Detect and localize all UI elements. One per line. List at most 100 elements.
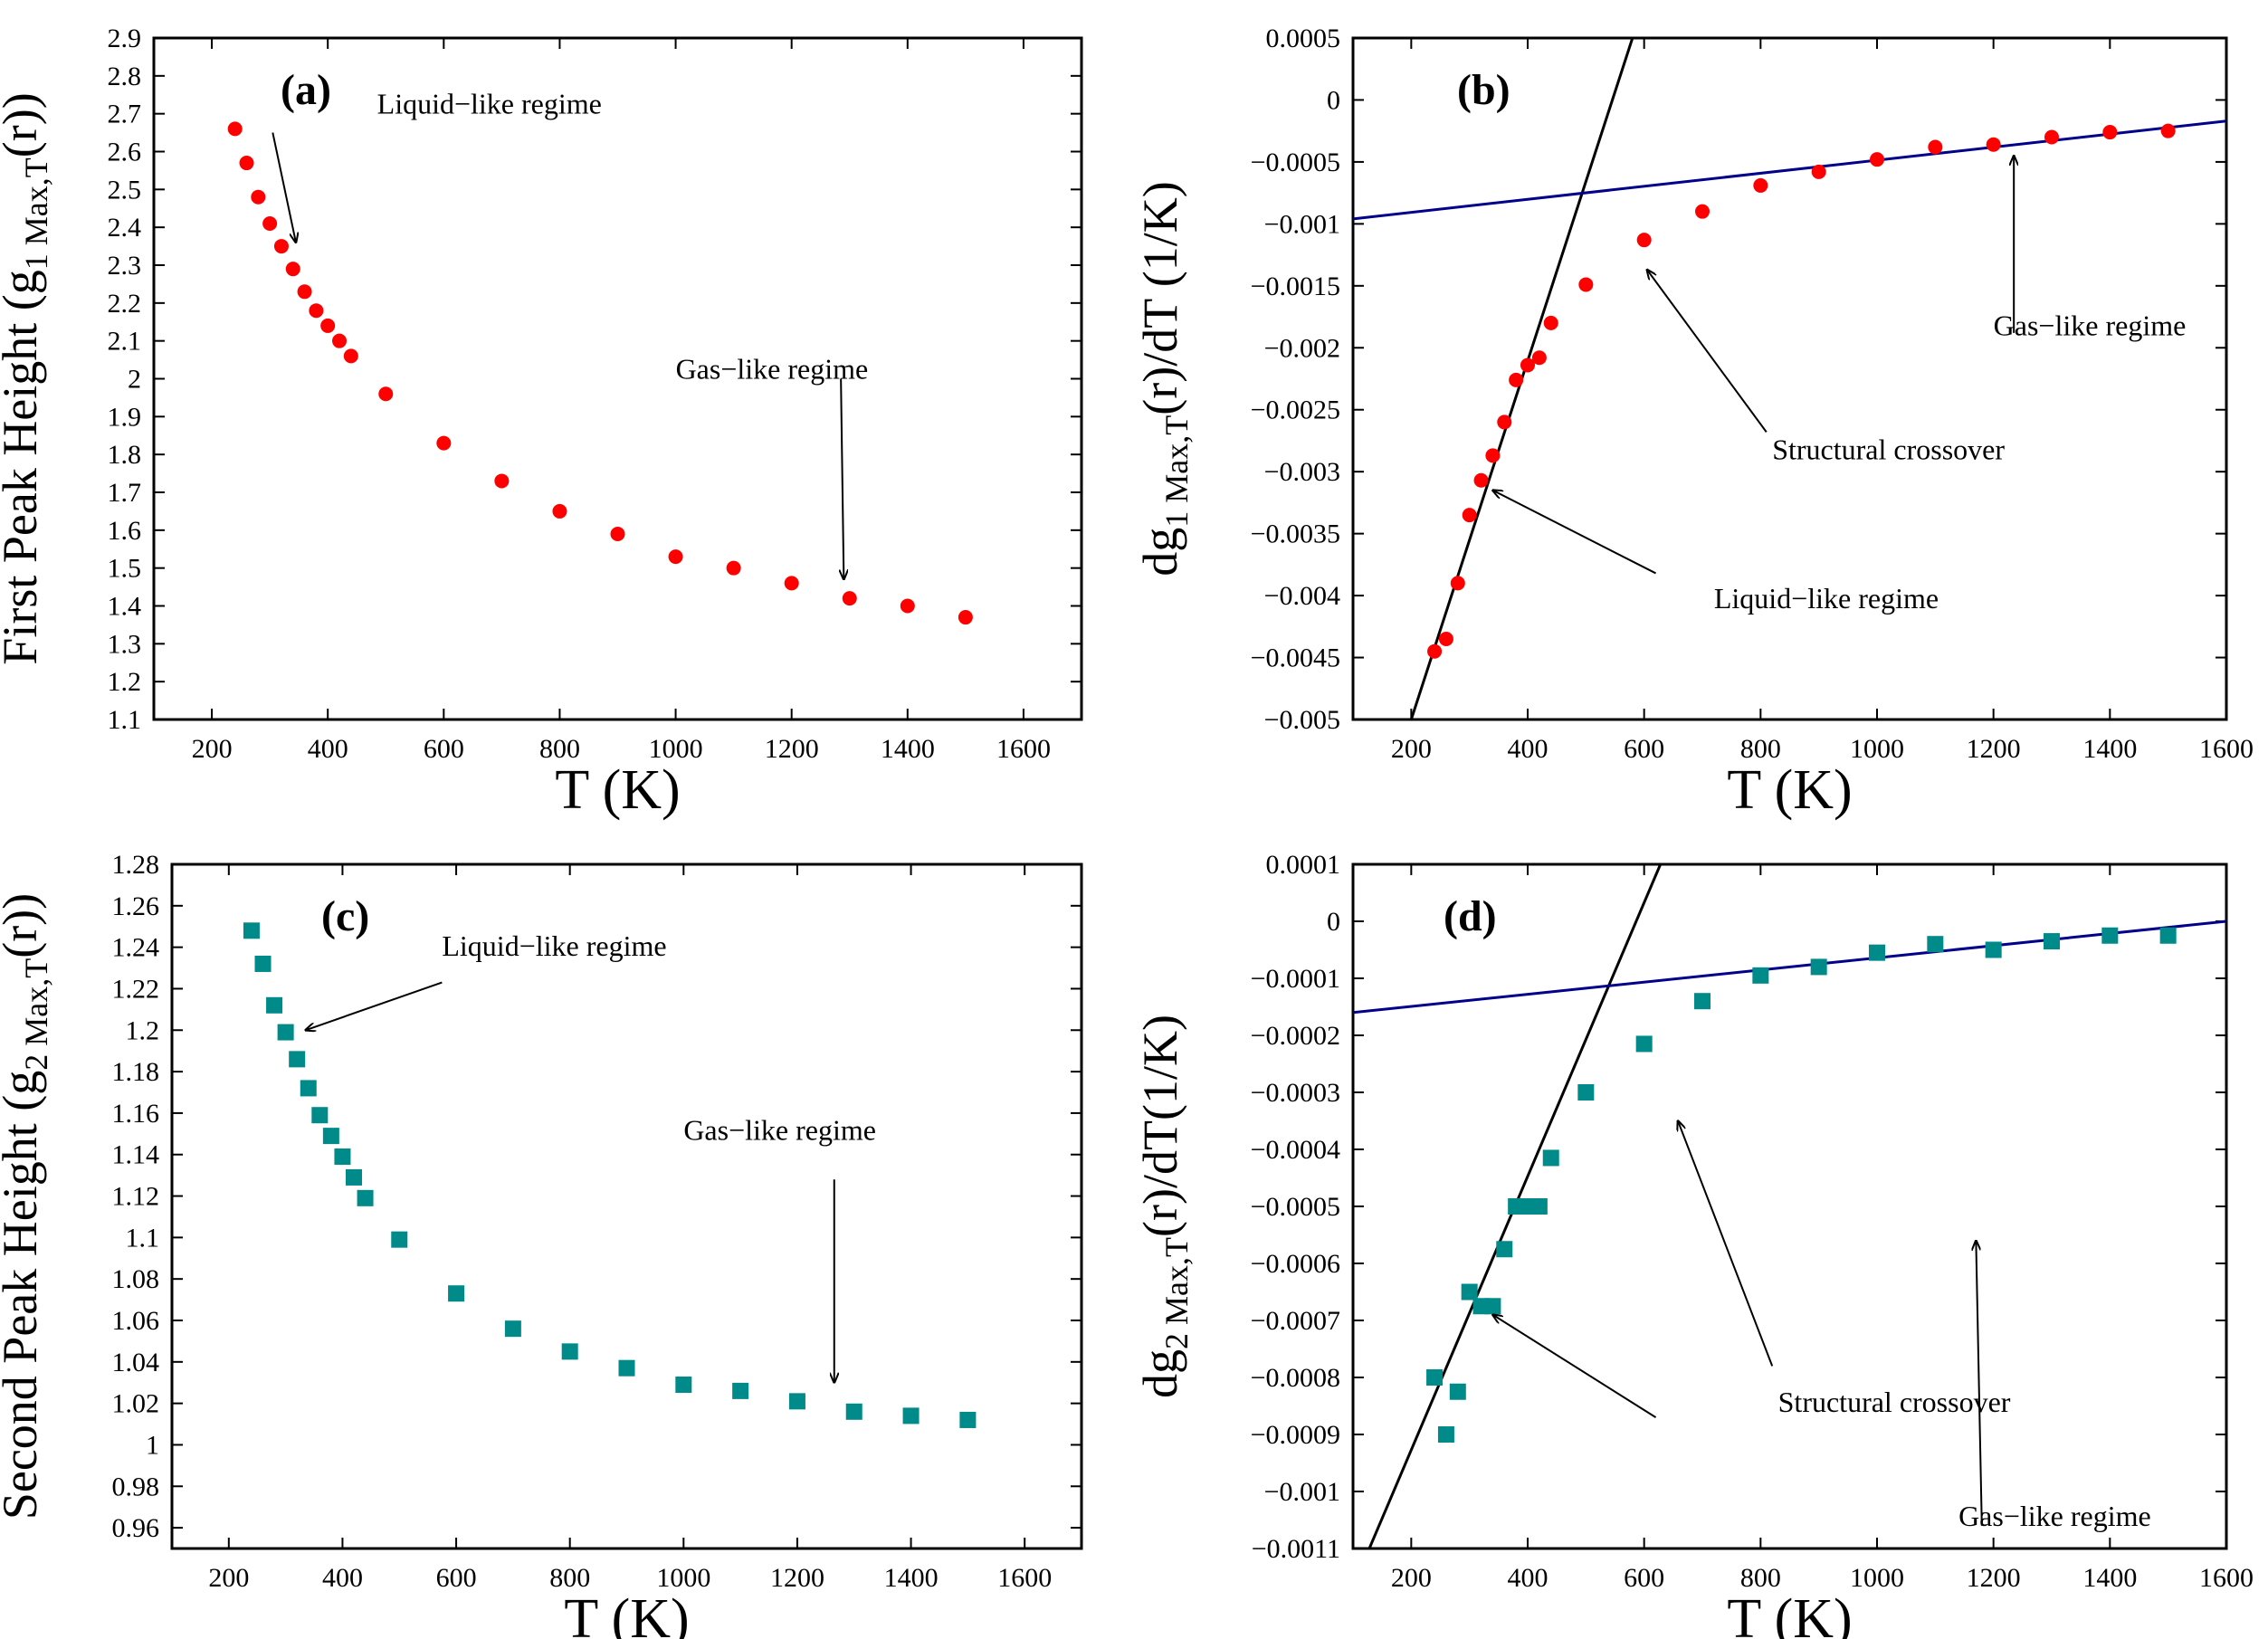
- y-tick-label: 1.22: [112, 974, 160, 1004]
- x-axis-title: T (K): [1727, 1588, 1852, 1639]
- annotation-arrow: [841, 378, 843, 580]
- data-point: [958, 610, 973, 625]
- data-point: [726, 560, 741, 576]
- data-point: [391, 1231, 408, 1248]
- y-tick-label: 1.1: [108, 705, 142, 735]
- data-point: [1531, 350, 1547, 366]
- x-tick-label: 600: [1624, 734, 1664, 764]
- gas-fit-line: [1353, 920, 2226, 1015]
- data-point: [1694, 993, 1711, 1010]
- y-tick-label: −0.0008: [1251, 1363, 1340, 1393]
- data-point: [1530, 1198, 1548, 1215]
- y-tick-label: −0.003: [1264, 457, 1340, 487]
- panel-label: (a): [281, 66, 331, 114]
- y-axis-title-end: (r)): [0, 893, 47, 958]
- panel-d: 200 400 600 800 1000 1200 1400 1600 −0.0011 −0.00…: [1133, 850, 2254, 1639]
- x-tick-label: 400: [322, 1563, 363, 1593]
- data-point: [1869, 944, 1885, 961]
- data-point: [1578, 277, 1594, 292]
- y-axis-title-end: (r)/dT(1/K): [1133, 1015, 1187, 1237]
- y-tick-label: 1.04: [112, 1348, 160, 1377]
- y-tick-label: 0: [1327, 85, 1340, 115]
- data-point: [2101, 927, 2119, 944]
- panel-label: (c): [321, 892, 369, 940]
- y-axis-title-subscript: 2 Max,T: [1158, 1237, 1195, 1349]
- annotation-label: Structural crossover: [1778, 1386, 2011, 1418]
- x-tick-label: 1600: [2199, 1563, 2254, 1593]
- data-point: [289, 1051, 306, 1068]
- x-tick-label: 1200: [1967, 734, 2021, 764]
- y-tick-label: −0.0001: [1251, 964, 1340, 994]
- x-tick-label: 1000: [1850, 734, 1904, 764]
- y-tick-label: 2.5: [108, 175, 142, 205]
- annotation-arrow: [306, 981, 443, 1031]
- data-point: [1543, 315, 1558, 330]
- data-point: [1438, 632, 1453, 647]
- y-tick-label: 1.26: [112, 891, 160, 921]
- data-point: [1695, 204, 1710, 219]
- annotation-arrow: [1976, 1241, 1983, 1526]
- data-point: [332, 333, 347, 348]
- plot-frame: [1351, 36, 2228, 721]
- x-tick-label: 800: [549, 1563, 590, 1593]
- x-axis-title: T (K): [555, 759, 680, 821]
- data-point: [285, 262, 300, 277]
- data-point: [1496, 1241, 1513, 1258]
- annotation-label: Gas−like regime: [1994, 310, 2187, 342]
- y-tick-label: −0.002: [1264, 333, 1340, 363]
- y-tick-label: −0.001: [1264, 209, 1340, 239]
- x-tick-label: 1000: [656, 1563, 710, 1593]
- y-axis-title-subscript: 2 Max,T: [18, 958, 54, 1071]
- data-point: [1635, 1035, 1653, 1053]
- annotation-label: Liquid−like regime: [442, 929, 666, 962]
- data-point: [1577, 1084, 1595, 1101]
- y-tick-label: −0.0002: [1251, 1021, 1340, 1051]
- annotation-arrow: [1492, 1315, 1657, 1418]
- data-point: [1484, 1298, 1501, 1315]
- y-tick-label: 2.4: [108, 213, 142, 243]
- x-tick-label: 1600: [997, 1563, 1052, 1593]
- gas-fit-line: [1353, 119, 2226, 221]
- y-tick-label: 1.6: [108, 516, 142, 546]
- data-point: [675, 1377, 692, 1394]
- x-tick-label: 200: [1391, 1563, 1432, 1593]
- data-point: [436, 435, 452, 451]
- data-point: [494, 473, 510, 489]
- data-point: [1542, 1149, 1559, 1167]
- y-tick-label: 1.12: [112, 1182, 160, 1212]
- data-point: [273, 239, 289, 254]
- y-tick-label: 0.0001: [1266, 850, 1341, 880]
- x-tick-label: 1200: [765, 734, 819, 764]
- annotation-label: Liquid−like regime: [1714, 582, 1939, 615]
- annotation-arrow: [1492, 491, 1656, 575]
- y-tick-label: −0.0015: [1251, 272, 1340, 301]
- data-point: [1927, 936, 1944, 953]
- annotation-arrow: [272, 132, 296, 243]
- plot-frame: [170, 862, 1083, 1550]
- x-tick-label: 400: [1508, 734, 1549, 764]
- y-axis-title-main: Second Peak Height (g: [0, 1071, 47, 1520]
- data-point: [297, 284, 312, 300]
- y-axis-title-main: dg: [1133, 528, 1187, 577]
- y-tick-label: −0.0003: [1251, 1078, 1340, 1108]
- annotation-label: Gas−like regime: [1958, 1500, 2151, 1532]
- y-axis-title: dg1 Max,T(r)/dT (1/K): [1133, 181, 1195, 576]
- x-tick-label: 1200: [770, 1563, 824, 1593]
- data-point: [618, 1359, 635, 1377]
- x-tick-label: 800: [1740, 734, 1781, 764]
- data-point: [1811, 164, 1826, 179]
- data-point: [346, 1168, 362, 1186]
- data-point: [668, 549, 683, 565]
- y-tick-label: 1.1: [126, 1223, 160, 1253]
- data-point: [322, 1128, 339, 1145]
- y-tick-label: 0: [1327, 907, 1340, 937]
- y-tick-label: 0.0005: [1266, 24, 1341, 53]
- x-tick-label: 1000: [649, 734, 703, 764]
- data-point: [378, 386, 394, 402]
- y-tick-label: 1.28: [112, 850, 160, 880]
- data-point: [902, 1407, 920, 1425]
- x-tick-label: 400: [1508, 1563, 1549, 1593]
- data-point: [2044, 129, 2059, 145]
- y-tick-label: −0.0004: [1251, 1135, 1340, 1165]
